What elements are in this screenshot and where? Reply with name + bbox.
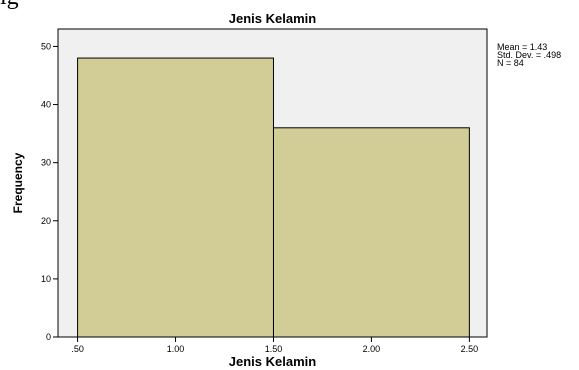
x-tick-label-0: .50 (71, 344, 84, 354)
clipped-heading-fragment: ig (0, 0, 90, 16)
x-ticks-group: .50 1.00 1.50 2.00 2.50 (71, 337, 478, 354)
histogram-bar-2 (272, 127, 470, 338)
x-axis-label: Jenis Kelamin (229, 354, 316, 369)
y-tick-label-4: 40 (41, 100, 51, 110)
x-tick-label-4: 2.50 (461, 344, 479, 354)
y-tick-label-1: 10 (41, 274, 51, 284)
x-tick-label-3: 2.00 (363, 344, 381, 354)
y-axis-label: Frequency (11, 152, 25, 213)
x-tick-label-2: 1.50 (265, 344, 283, 354)
y-tick-label-0: 0 (46, 332, 51, 342)
bars-group (77, 57, 470, 338)
histogram-bar-1 (77, 57, 274, 338)
y-tick-label-2: 20 (41, 216, 51, 226)
y-ticks-group: 0 10 20 30 40 50 (41, 41, 58, 342)
y-tick-label-5: 50 (41, 41, 51, 51)
stat-std-dev: Std. Dev. = .498 (497, 50, 561, 60)
chart-title: Jenis Kelamin (229, 11, 316, 26)
stat-n: N = 84 (497, 58, 524, 68)
stats-legend: Mean = 1.43 Std. Dev. = .498 N = 84 (497, 42, 561, 68)
stat-mean: Mean = 1.43 (497, 42, 547, 52)
y-tick-label-3: 30 (41, 158, 51, 168)
x-tick-label-1: 1.00 (167, 344, 185, 354)
